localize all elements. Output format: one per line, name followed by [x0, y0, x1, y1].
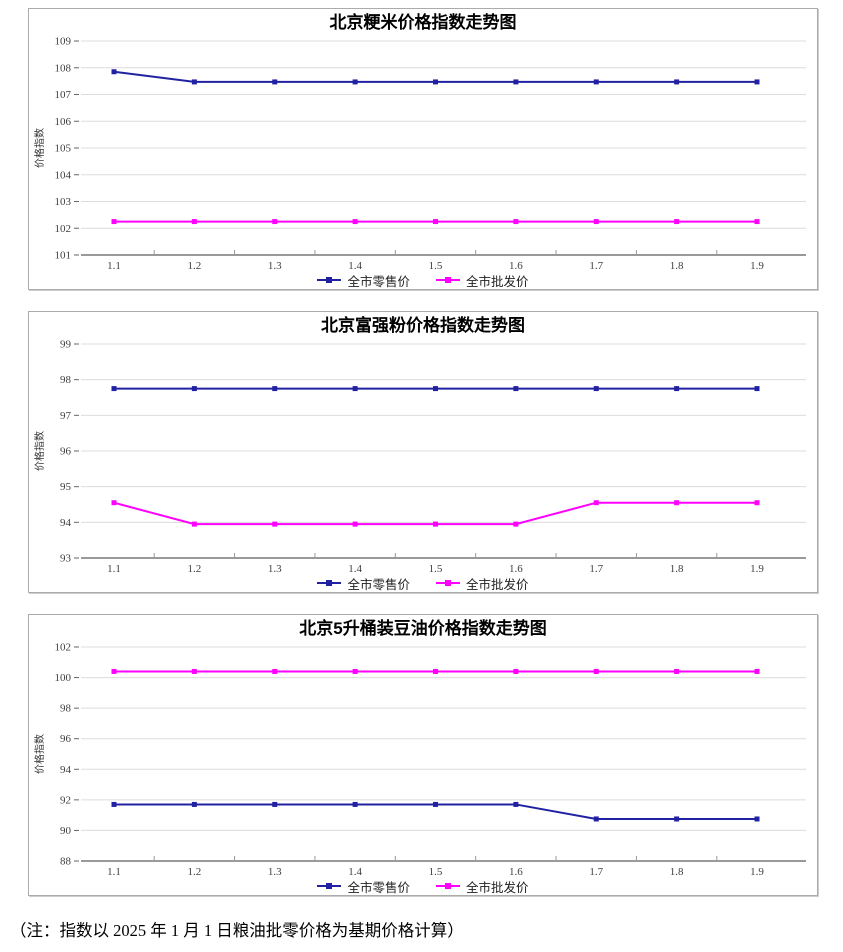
retail-price-series: [111, 801, 760, 822]
legend-item-retail: 全市零售价: [317, 574, 410, 593]
svg-text:88: 88: [60, 856, 72, 868]
svg-text:94: 94: [60, 517, 72, 529]
svg-text:1.6: 1.6: [509, 563, 523, 575]
legend-item-wholesale: 全市批发价: [436, 877, 529, 896]
svg-text:94: 94: [60, 764, 72, 776]
legend-item-retail: 全市零售价: [317, 271, 410, 290]
svg-text:1.7: 1.7: [589, 866, 603, 878]
svg-text:1.7: 1.7: [589, 563, 603, 575]
retail-line-marker-icon: [317, 277, 342, 283]
svg-text:1.7: 1.7: [589, 260, 603, 272]
svg-text:1.9: 1.9: [750, 563, 764, 575]
svg-text:1.5: 1.5: [429, 260, 443, 272]
svg-text:1.3: 1.3: [268, 563, 282, 575]
chart-panel-japonica-rice: 北京粳米价格指数走势图 101 102 103 104 105 106 107 108 109 1…: [28, 8, 818, 290]
svg-text:92: 92: [60, 794, 71, 806]
legend-label-retail: 全市零售价: [347, 880, 410, 895]
svg-text:1.4: 1.4: [348, 563, 362, 575]
svg-text:1.5: 1.5: [429, 866, 443, 878]
wholesale-price-series: [111, 668, 760, 674]
legend-label-retail: 全市零售价: [347, 274, 410, 289]
svg-text:1.8: 1.8: [670, 866, 684, 878]
chart-legend: 全市零售价 全市批发价: [317, 877, 529, 896]
chart-title: 北京粳米价格指数走势图: [329, 13, 517, 32]
svg-text:价格指数: 价格指数: [33, 128, 46, 168]
svg-text:95: 95: [60, 481, 72, 493]
legend-label-retail: 全市零售价: [347, 577, 410, 592]
svg-text:1.4: 1.4: [348, 260, 362, 272]
chart-panel-fuqiang-flour: 北京富强粉价格指数走势图 93 94 95 96 97 98 99 1.1 1.2 1.3 1.4 1…: [28, 311, 818, 593]
wholesale-line-marker-icon: [436, 277, 460, 283]
svg-text:96: 96: [60, 446, 72, 458]
svg-text:1.1: 1.1: [107, 563, 121, 575]
retail-line-marker-icon: [317, 580, 342, 586]
chart-legend: 全市零售价 全市批发价: [317, 574, 529, 593]
svg-text:101: 101: [55, 250, 72, 262]
svg-text:103: 103: [55, 196, 72, 208]
svg-text:108: 108: [55, 62, 72, 74]
svg-text:102: 102: [55, 223, 72, 235]
svg-text:价格指数: 价格指数: [33, 431, 46, 471]
svg-text:1.4: 1.4: [348, 866, 362, 878]
legend-item-wholesale: 全市批发价: [436, 271, 529, 290]
chart-title: 北京富强粉价格指数走势图: [321, 316, 525, 335]
svg-text:1.8: 1.8: [670, 260, 684, 272]
svg-text:90: 90: [60, 825, 72, 837]
legend-item-wholesale: 全市批发价: [436, 574, 529, 593]
svg-text:1.5: 1.5: [429, 563, 443, 575]
svg-text:96: 96: [60, 733, 72, 745]
svg-text:1.2: 1.2: [188, 260, 202, 272]
svg-text:1.3: 1.3: [268, 866, 282, 878]
legend-label-wholesale: 全市批发价: [466, 880, 529, 895]
retail-line-marker-icon: [317, 883, 342, 889]
wholesale-line-marker-icon: [436, 580, 460, 586]
wholesale-line-marker-icon: [436, 883, 460, 889]
legend-label-wholesale: 全市批发价: [466, 274, 529, 289]
wholesale-price-series: [111, 219, 760, 225]
svg-text:104: 104: [55, 169, 72, 181]
svg-text:105: 105: [55, 143, 72, 155]
line-chart: 88 90 92 94 96 98 100 102 1.1 1.2 1.3 1.4 1.5 1.6 1.7 1…: [33, 642, 806, 878]
svg-text:1.6: 1.6: [509, 260, 523, 272]
svg-text:1.6: 1.6: [509, 866, 523, 878]
svg-text:98: 98: [60, 374, 72, 386]
svg-text:1.9: 1.9: [750, 260, 764, 272]
svg-text:1.1: 1.1: [107, 260, 121, 272]
svg-text:98: 98: [60, 703, 72, 715]
svg-text:102: 102: [55, 642, 72, 654]
chart-panel-soybean-oil: 北京5升桶装豆油价格指数走势图 88 90 92 94 96 98 100 102 1.1 1.2…: [28, 614, 818, 896]
svg-text:109: 109: [55, 36, 72, 48]
svg-text:97: 97: [60, 410, 72, 422]
svg-text:1.3: 1.3: [268, 260, 282, 272]
svg-text:93: 93: [60, 553, 72, 565]
footnote: （注：指数以 2025 年 1 月 1 日粮油批零价格为基期价格计算）: [10, 921, 464, 940]
chart-legend: 全市零售价 全市批发价: [317, 271, 529, 290]
line-chart: 93 94 95 96 97 98 99 1.1 1.2 1.3 1.4 1.5 1.6 1.7 1.8 1.…: [33, 339, 806, 575]
svg-text:价格指数: 价格指数: [33, 734, 46, 774]
svg-text:100: 100: [55, 672, 72, 684]
chart-title: 北京5升桶装豆油价格指数走势图: [299, 619, 547, 638]
wholesale-price-series: [111, 500, 760, 527]
svg-text:1.2: 1.2: [188, 563, 202, 575]
svg-text:1.8: 1.8: [670, 563, 684, 575]
svg-text:99: 99: [60, 339, 72, 351]
retail-price-series: [111, 69, 760, 85]
svg-text:1.9: 1.9: [750, 866, 764, 878]
legend-label-wholesale: 全市批发价: [466, 577, 529, 592]
svg-text:1.2: 1.2: [188, 866, 202, 878]
line-chart: 101 102 103 104 105 106 107 108 109 1.1 1.2 1.3 1.4 1…: [33, 36, 806, 272]
retail-price-series: [111, 386, 760, 392]
legend-item-retail: 全市零售价: [317, 877, 410, 896]
svg-text:106: 106: [55, 116, 72, 128]
svg-text:1.1: 1.1: [107, 866, 121, 878]
svg-text:107: 107: [55, 89, 72, 101]
